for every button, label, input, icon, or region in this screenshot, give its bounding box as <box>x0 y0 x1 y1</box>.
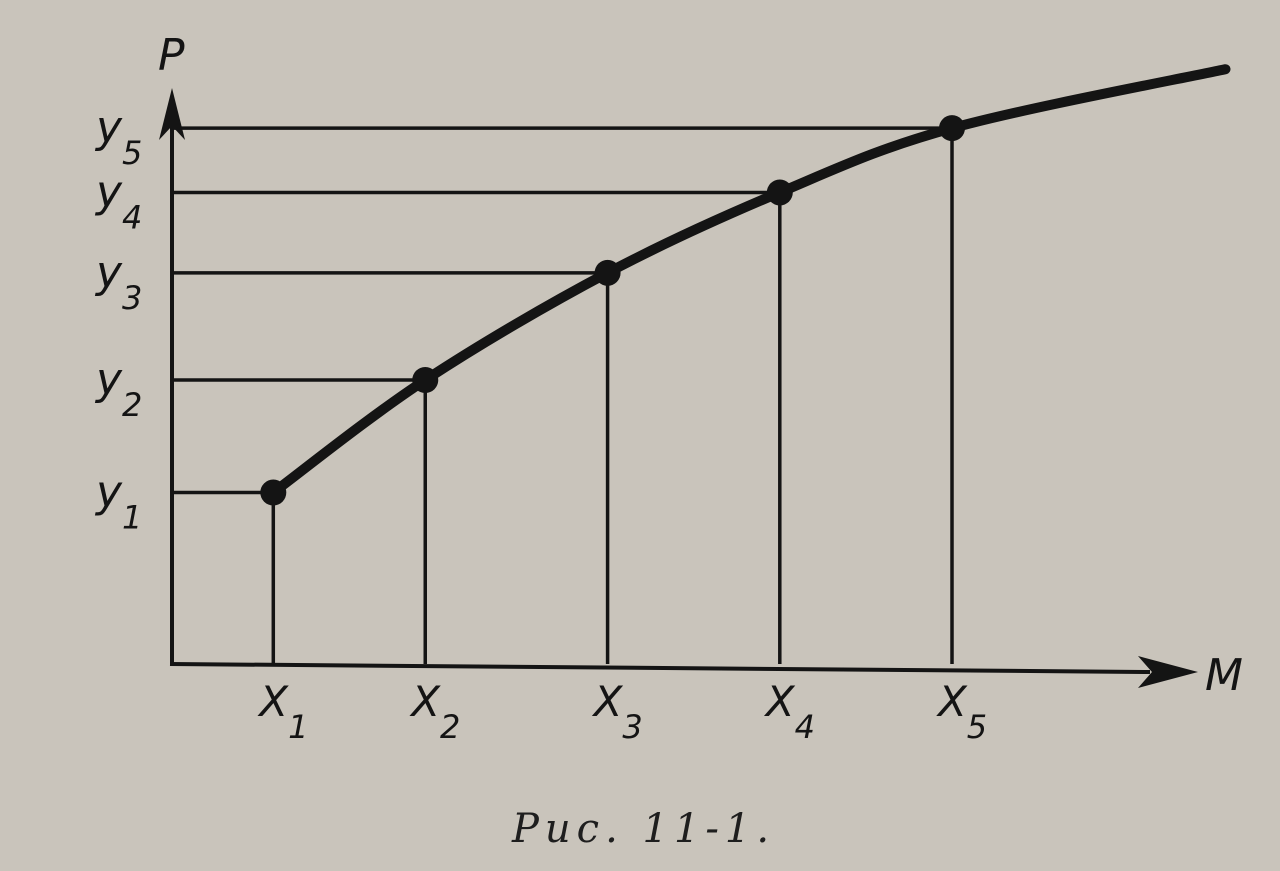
data-curve <box>268 64 1231 498</box>
y-axis-label: P <box>158 30 185 81</box>
figure-caption: Рис. 11-1. <box>511 806 775 852</box>
y-axis-arrow <box>159 88 185 140</box>
data-point-3 <box>594 259 621 286</box>
x-axis <box>169 662 1151 674</box>
data-point-2 <box>412 367 439 393</box>
guide-lines <box>172 126 954 664</box>
x-axis-arrow <box>1138 656 1198 688</box>
data-point-5 <box>939 115 966 142</box>
data-point-4 <box>766 179 793 206</box>
data-points <box>260 115 966 506</box>
x-axis-label: M <box>1205 650 1243 701</box>
data-point-1 <box>260 479 287 506</box>
